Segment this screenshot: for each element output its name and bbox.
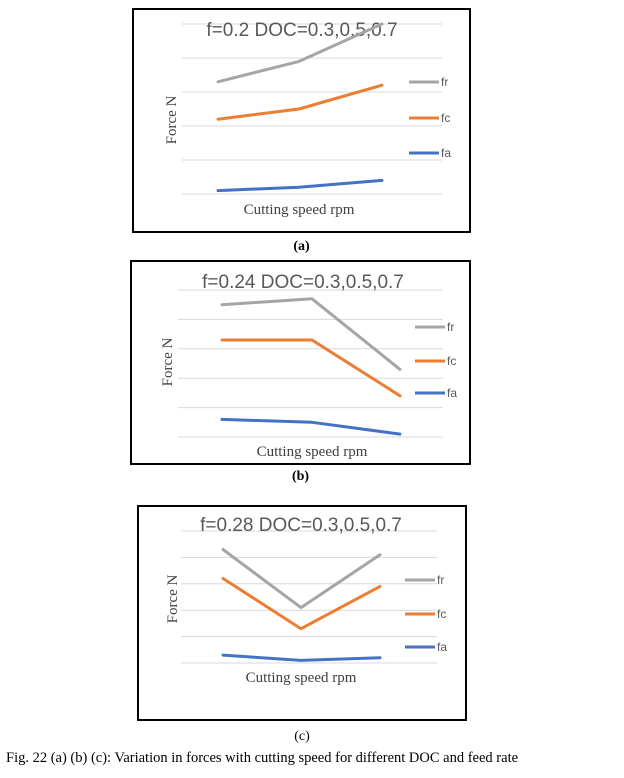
chart-b-legend-fc-label: fc [447, 354, 456, 368]
chart-a-x-axis-label: Cutting speed rpm [244, 202, 355, 218]
chart-b-series-fc-line [220, 338, 402, 398]
chart-b-legend-fa-label: fa [447, 386, 457, 400]
chart-a-series-fr-line [216, 22, 384, 84]
chart-c-series-fc-line [221, 577, 382, 631]
chart-a-legend-fa-label: fa [441, 146, 451, 160]
chart-a-caption: (a) [293, 239, 310, 254]
chart-c-plot: f=0.28 DOC=0.3,0.5,0.7 Force N Cutting spe… [165, 515, 447, 686]
chart-a-series-fc-line [216, 83, 384, 121]
chart-b-plot: f=0.24 DOC=0.3,0.5,0.7 Force N Cutting spe… [160, 272, 457, 460]
chart-c: f=0.28 DOC=0.3,0.5,0.7 Force N Cutting spe… [137, 505, 467, 721]
chart-c-series-fr-line [221, 548, 382, 610]
chart-c-legend-fa-label: fa [437, 640, 447, 654]
figure-caption: Fig. 22 (a) (b) (c): Variation in forces… [6, 750, 519, 766]
chart-a-y-axis-label: Force N [164, 95, 180, 144]
chart-c-caption: (c) [294, 729, 310, 744]
chart-b-y-axis-label: Force N [160, 337, 176, 386]
chart-c-legend-fr-label: fr [437, 573, 444, 587]
chart-a: f=0.2 DOC=0.3,0.5,0.7 Force N Cutting spee… [132, 8, 471, 233]
chart-a-series-fa-line [216, 178, 384, 193]
chart-a-legend-fr-label: fr [441, 75, 448, 89]
chart-c-x-axis-label: Cutting speed rpm [246, 670, 357, 686]
chart-c-legend-fc-label: fc [437, 607, 446, 621]
chart-b: f=0.24 DOC=0.3,0.5,0.7 Force N Cutting spe… [130, 260, 471, 465]
chart-b-series-fr-line [220, 297, 402, 371]
chart-c-title: f=0.28 DOC=0.3,0.5,0.7 [200, 515, 402, 536]
chart-a-legend-fc-label: fc [441, 111, 450, 125]
chart-b-title: f=0.24 DOC=0.3,0.5,0.7 [202, 272, 404, 293]
chart-b-caption: (b) [291, 469, 310, 484]
chart-b-legend-fr-label: fr [447, 320, 454, 334]
chart-a-title: f=0.2 DOC=0.3,0.5,0.7 [206, 20, 397, 41]
chart-c-y-axis-label: Force N [165, 574, 181, 623]
chart-b-series-fa-line [220, 417, 402, 436]
chart-a-plot: f=0.2 DOC=0.3,0.5,0.7 Force N Cutting spee… [164, 20, 451, 218]
chart-c-series-fa-line [221, 653, 382, 662]
chart-b-x-axis-label: Cutting speed rpm [257, 444, 368, 460]
